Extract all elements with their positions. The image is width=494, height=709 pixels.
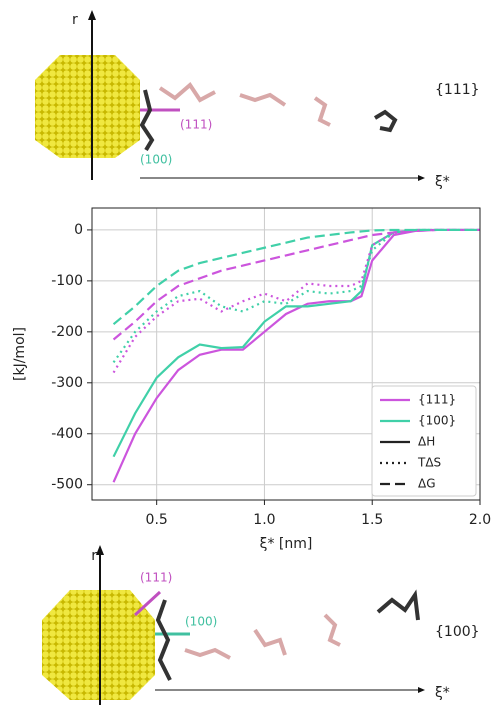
arrow-head xyxy=(88,10,96,20)
arrow-head xyxy=(96,545,104,555)
facet-label: {111} xyxy=(435,82,480,98)
molecule xyxy=(158,82,216,103)
molecule xyxy=(323,613,341,647)
legend-label: {111} xyxy=(418,393,456,407)
r-label: r xyxy=(91,548,97,564)
bottom-illustration: r ξ* {100} (111) (100) xyxy=(42,545,480,705)
y-tick-label: -500 xyxy=(51,477,83,493)
x-tick-label: 1.0 xyxy=(253,512,275,528)
top-illustration: r ξ* {111} (111) (100) xyxy=(35,10,480,190)
series-line xyxy=(112,228,480,364)
molecule xyxy=(239,92,287,107)
x-tick-label: 2.0 xyxy=(469,512,491,528)
y-tick-label: -300 xyxy=(51,375,83,391)
y-tick-label: 0 xyxy=(74,222,83,238)
series-line xyxy=(112,228,480,374)
nanoparticle xyxy=(42,590,155,700)
molecule xyxy=(253,628,287,656)
x-axis-label: ξ* [nm] xyxy=(260,536,313,552)
y-tick-label: -200 xyxy=(51,324,83,340)
facet-label: {100} xyxy=(435,624,480,640)
label-111: (111) xyxy=(180,118,212,132)
plot-frame xyxy=(91,207,481,501)
normal-111 xyxy=(133,590,162,617)
chart: 0.5 1.0 1.5 2.0 0 -100 -200 -300 -400 -500 ξ* [nm]… xyxy=(12,207,491,552)
xi-label: ξ* xyxy=(435,174,450,190)
x-tick-label: 1.5 xyxy=(361,512,383,528)
molecule xyxy=(155,599,172,681)
x-tick-label: 0.5 xyxy=(146,512,168,528)
arrow-head xyxy=(418,175,425,181)
molecule xyxy=(313,96,331,127)
y-tick-label: -400 xyxy=(51,426,83,442)
legend-label: ΔH xyxy=(418,435,435,449)
y-axis-label: [kJ/mol] xyxy=(12,327,28,381)
molecule xyxy=(184,647,231,660)
y-tick-label: -100 xyxy=(51,273,83,289)
legend-label: {100} xyxy=(418,414,456,428)
r-label: r xyxy=(72,12,78,28)
label-111: (111) xyxy=(140,571,172,585)
nanoparticle xyxy=(35,55,140,158)
label-100: (100) xyxy=(140,153,172,167)
series-line xyxy=(112,228,480,326)
molecule xyxy=(376,589,420,621)
series-line xyxy=(112,228,480,458)
molecule xyxy=(139,89,155,152)
arrow-head xyxy=(418,687,425,693)
legend-box xyxy=(371,385,477,497)
legend-label: ΔG xyxy=(418,477,436,491)
label-100: (100) xyxy=(185,615,217,629)
legend-label: TΔS xyxy=(417,456,441,470)
xi-label: ξ* xyxy=(435,685,450,701)
molecule xyxy=(373,109,398,133)
series-line xyxy=(112,228,480,341)
